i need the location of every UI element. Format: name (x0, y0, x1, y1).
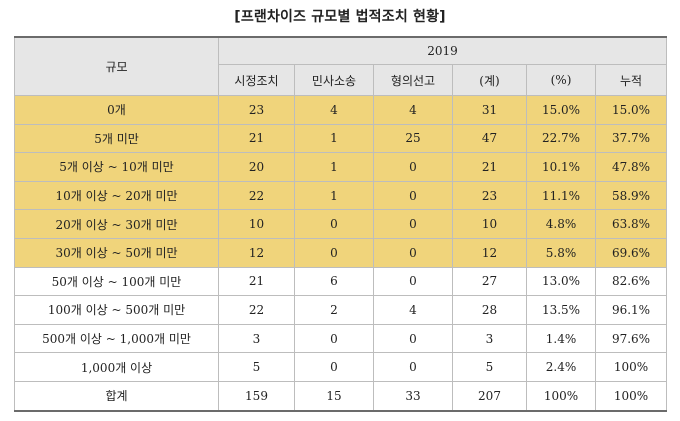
col-header-percent: (%) (526, 64, 596, 96)
table-cell: 2.4% (526, 352, 596, 382)
table-cell: 21 (218, 266, 295, 297)
scale-header: 규모 (14, 36, 219, 96)
table-cell: 97.6% (594, 323, 668, 354)
table-cell: 23 (218, 95, 295, 125)
table-cell: 47 (452, 123, 527, 154)
table-cell: 12 (218, 237, 295, 268)
table-cell: 25 (373, 123, 453, 154)
table-cell: 0 (373, 152, 453, 182)
table-cell: 5 (218, 352, 295, 382)
table-cell: 0 (373, 180, 453, 211)
row-label: 5개 미만 (14, 123, 219, 154)
table-cell: 0 (373, 266, 453, 297)
table-cell: 0 (294, 323, 374, 354)
table-cell: 13.5% (526, 295, 596, 325)
table-cell: 10.1% (526, 152, 596, 182)
table-cell: 100% (526, 380, 596, 412)
table-cell: 58.9% (594, 180, 668, 211)
row-label: 5개 이상 ~ 10개 미만 (14, 152, 219, 182)
table-row: 30개 이상 ~ 50개 미만 12 0 0 12 5.8% 69.6% (14, 237, 668, 268)
table-row: 5개 미만 21 1 25 47 22.7% 37.7% (14, 123, 668, 154)
table-cell: 5 (452, 352, 527, 382)
table-cell: 100% (594, 352, 668, 382)
table-cell: 4.8% (526, 209, 596, 239)
table-cell: 1 (294, 123, 374, 154)
col-header-civil: 민사소송 (294, 64, 374, 96)
table-cell: 0 (373, 352, 453, 382)
col-header-total: (계) (452, 64, 527, 96)
table-row: 0개 23 4 4 31 15.0% 15.0% (14, 95, 668, 125)
table-cell: 0 (294, 209, 374, 239)
table-row: 1,000개 이상 5 0 0 5 2.4% 100% (14, 352, 668, 382)
table-cell: 22 (218, 180, 295, 211)
table-cell: 6 (294, 266, 374, 297)
table-cell: 1 (294, 180, 374, 211)
table-cell: 3 (218, 323, 295, 354)
table-row: 100개 이상 ~ 500개 미만 22 2 4 28 13.5% 96.1% (14, 295, 668, 325)
table-cell: 12 (452, 237, 527, 268)
table-cell: 15.0% (594, 95, 668, 125)
table-cell: 13.0% (526, 266, 596, 297)
row-label: 50개 이상 ~ 100개 미만 (14, 266, 219, 297)
table-cell: 0 (294, 352, 374, 382)
table-cell: 159 (218, 380, 295, 412)
table-cell: 69.6% (594, 237, 668, 268)
year-header: 2019 (217, 36, 668, 65)
row-label: 500개 이상 ~ 1,000개 미만 (14, 323, 219, 354)
row-label: 0개 (14, 95, 219, 125)
table-cell: 21 (218, 123, 295, 154)
table-cell: 4 (294, 95, 374, 125)
table-cell: 5.8% (526, 237, 596, 268)
row-label: 30개 이상 ~ 50개 미만 (14, 237, 219, 268)
table-cell: 3 (452, 323, 527, 354)
table-row: 20개 이상 ~ 30개 미만 10 0 0 10 4.8% 63.8% (14, 209, 668, 239)
legal-actions-table: 규모 2019 시정조치 민사소송 형의선고 (계) (%) 누적 0개 23 4 4… (14, 36, 668, 412)
row-label: 20개 이상 ~ 30개 미만 (14, 209, 219, 239)
table-cell: 21 (452, 152, 527, 182)
table-row: 500개 이상 ~ 1,000개 미만 3 0 0 3 1.4% 97.6% (14, 323, 668, 354)
row-label: 10개 이상 ~ 20개 미만 (14, 180, 219, 211)
table-cell: 4 (373, 95, 453, 125)
table-row: 합계 159 15 33 207 100% 100% (14, 380, 668, 412)
col-header-cumulative: 누적 (594, 64, 668, 96)
table-cell: 2 (294, 295, 374, 325)
table-cell: 96.1% (594, 295, 668, 325)
table-row: 5개 이상 ~ 10개 미만 20 1 0 21 10.1% 47.8% (14, 152, 668, 182)
table-cell: 28 (452, 295, 527, 325)
table-cell: 0 (373, 209, 453, 239)
table-cell: 37.7% (594, 123, 668, 154)
table-cell: 0 (373, 237, 453, 268)
table-cell: 33 (373, 380, 453, 412)
table-cell: 15 (294, 380, 374, 412)
row-label: 1,000개 이상 (14, 352, 219, 382)
table-cell: 23 (452, 180, 527, 211)
table-cell: 1 (294, 152, 374, 182)
table-cell: 63.8% (594, 209, 668, 239)
col-header-criminal: 형의선고 (373, 64, 453, 96)
table-cell: 11.1% (526, 180, 596, 211)
table-cell: 4 (373, 295, 453, 325)
table-cell: 22.7% (526, 123, 596, 154)
table-row: 50개 이상 ~ 100개 미만 21 6 0 27 13.0% 82.6% (14, 266, 668, 297)
table-cell: 100% (594, 380, 668, 412)
table-cell: 1.4% (526, 323, 596, 354)
table-title: [프랜차이즈 규모별 법적조치 현황] (234, 9, 446, 25)
table-cell: 47.8% (594, 152, 668, 182)
table-cell: 22 (218, 295, 295, 325)
row-label: 합계 (14, 380, 219, 412)
table-cell: 15.0% (526, 95, 596, 125)
row-label: 100개 이상 ~ 500개 미만 (14, 295, 219, 325)
table-cell: 10 (218, 209, 295, 239)
table-cell: 82.6% (594, 266, 668, 297)
table-cell: 20 (218, 152, 295, 182)
table-cell: 10 (452, 209, 527, 239)
table-cell: 0 (373, 323, 453, 354)
col-header-corrective: 시정조치 (218, 64, 295, 96)
table-cell: 207 (452, 380, 527, 412)
table-cell: 27 (452, 266, 527, 297)
table-cell: 0 (294, 237, 374, 268)
table-row: 10개 이상 ~ 20개 미만 22 1 0 23 11.1% 58.9% (14, 180, 668, 211)
table-cell: 31 (452, 95, 527, 125)
